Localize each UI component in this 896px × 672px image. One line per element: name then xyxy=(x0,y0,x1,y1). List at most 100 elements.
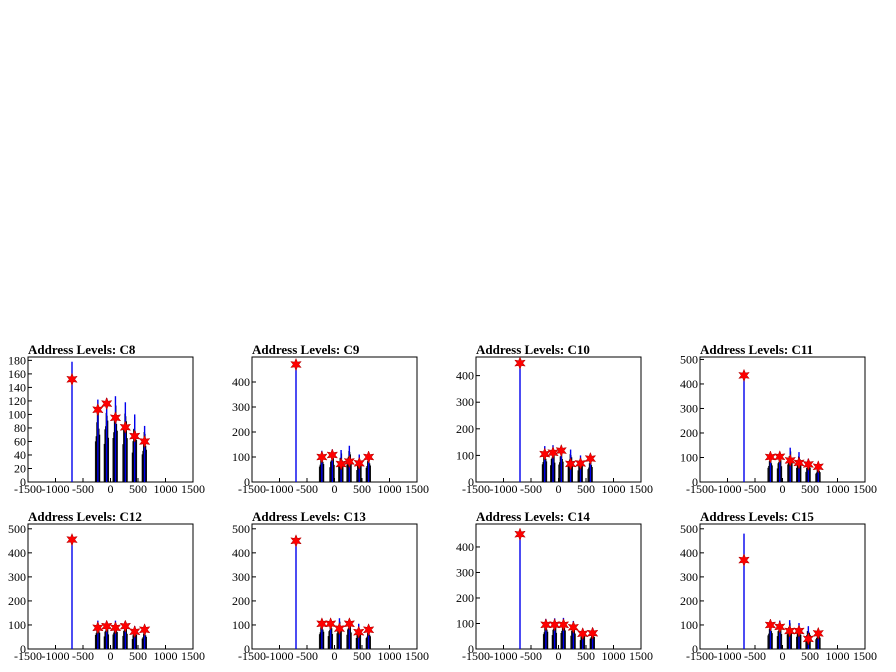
x-tick-label: -1500 xyxy=(238,482,266,496)
plot-frame xyxy=(475,356,642,483)
y-tick-label: 500 xyxy=(232,522,250,536)
histogram-panel-7: Address Levels: C14 0 100 200 300 400 -1500 -10… xyxy=(456,509,653,663)
panel-title: Address Levels: C8 xyxy=(28,342,136,357)
peak-marker xyxy=(764,618,777,632)
peak-marker xyxy=(119,619,132,633)
y-tick-label: 100 xyxy=(8,407,26,421)
histogram-panel-2: Address Levels: C9 0 100 200 300 400 -1500 -100… xyxy=(232,342,429,496)
panel-title: Address Levels: C11 xyxy=(700,342,813,357)
y-tick-label: 400 xyxy=(680,546,698,560)
x-tick-label: 1500 xyxy=(181,649,205,663)
peak-marker xyxy=(362,450,375,464)
x-tick-label: 500 xyxy=(353,649,371,663)
panel-title: Address Levels: C15 xyxy=(700,509,814,524)
panel-title: Address Levels: C10 xyxy=(476,342,590,357)
peak-marker xyxy=(514,527,526,541)
x-tick-label: -500 xyxy=(72,482,94,496)
peak-marker xyxy=(109,621,122,635)
peak-marker xyxy=(128,625,141,639)
y-tick-label: 400 xyxy=(232,375,250,389)
x-tick-label: -1000 xyxy=(266,649,294,663)
plot-frame xyxy=(475,523,642,650)
peak-marker xyxy=(66,532,78,547)
peak-marker xyxy=(774,620,786,634)
x-tick-label: 1000 xyxy=(378,649,402,663)
histogram-panel-6: Address Levels: C13 0 100 200 300 400 500 -1500… xyxy=(232,509,429,663)
y-tick-label: 80 xyxy=(14,421,26,435)
y-tick-label: 300 xyxy=(456,565,474,579)
y-tick-label: 100 xyxy=(456,448,474,462)
peak-marker xyxy=(576,627,589,641)
x-tick-label: 0 xyxy=(780,482,786,496)
x-tick-label: 500 xyxy=(577,482,595,496)
x-tick-label: -1500 xyxy=(14,482,42,496)
x-tick-label: -1000 xyxy=(266,482,294,496)
plot-frame xyxy=(251,523,418,650)
x-tick-label: 1500 xyxy=(853,649,877,663)
y-tick-label: 0 xyxy=(244,475,250,489)
x-tick-label: 1000 xyxy=(602,482,626,496)
y-tick-label: 0 xyxy=(468,642,474,656)
panel-title: Address Levels: C9 xyxy=(252,342,360,357)
histogram-panel-5: Address Levels: C12 0 100 200 300 400 500 -1500… xyxy=(8,509,205,663)
peak-marker xyxy=(352,625,365,639)
y-tick-label: 100 xyxy=(456,616,474,630)
x-tick-label: 1500 xyxy=(405,649,429,663)
y-tick-label: 300 xyxy=(232,400,250,414)
x-tick-label: -500 xyxy=(520,482,542,496)
peak-marker xyxy=(119,420,132,434)
y-tick-label: 200 xyxy=(8,594,26,608)
x-tick-label: -1000 xyxy=(42,649,70,663)
panel-title: Address Levels: C14 xyxy=(476,509,590,524)
x-tick-label: 1500 xyxy=(853,482,877,496)
y-tick-label: 400 xyxy=(680,377,698,391)
x-tick-label: 0 xyxy=(332,482,338,496)
y-tick-label: 60 xyxy=(14,434,26,448)
y-tick-label: 300 xyxy=(232,570,250,584)
y-tick-label: 500 xyxy=(8,522,26,536)
x-tick-label: -1000 xyxy=(490,482,518,496)
peak-marker xyxy=(353,456,365,471)
peak-marker xyxy=(66,372,78,386)
y-tick-label: 200 xyxy=(680,426,698,440)
x-tick-label: -1000 xyxy=(490,649,518,663)
y-tick-label: 400 xyxy=(8,546,26,560)
peak-marker xyxy=(92,403,104,417)
x-tick-label: 1000 xyxy=(826,482,850,496)
y-tick-label: 200 xyxy=(232,594,250,608)
x-tick-label: -1000 xyxy=(714,482,742,496)
panel-title: Address Levels: C12 xyxy=(28,509,142,524)
x-tick-label: -500 xyxy=(520,649,542,663)
x-tick-label: 0 xyxy=(332,649,338,663)
plot-frame xyxy=(699,523,866,650)
peak-marker xyxy=(109,411,122,425)
y-tick-label: 120 xyxy=(8,394,26,408)
peak-marker xyxy=(343,454,356,469)
x-tick-label: 500 xyxy=(129,482,147,496)
y-tick-label: 0 xyxy=(692,642,698,656)
peak-marker xyxy=(812,460,824,474)
y-tick-label: 160 xyxy=(8,367,26,381)
x-tick-label: -1500 xyxy=(686,482,714,496)
x-tick-label: -500 xyxy=(72,649,94,663)
peak-marker xyxy=(802,457,815,472)
y-tick-label: 0 xyxy=(244,642,250,656)
x-tick-label: 1500 xyxy=(405,482,429,496)
y-tick-label: 300 xyxy=(680,401,698,415)
peak-marker xyxy=(290,534,302,548)
y-tick-label: 400 xyxy=(456,369,474,383)
peak-marker xyxy=(784,453,796,468)
x-tick-label: 0 xyxy=(108,482,114,496)
peak-marker xyxy=(138,434,151,449)
peak-marker xyxy=(290,357,302,372)
x-tick-label: -1500 xyxy=(462,482,490,496)
x-tick-label: -1500 xyxy=(686,649,714,663)
peak-marker xyxy=(764,450,777,464)
peak-marker xyxy=(567,620,580,634)
peak-marker xyxy=(92,621,104,635)
y-tick-label: 300 xyxy=(8,570,26,584)
peak-marker xyxy=(738,553,750,567)
y-tick-label: 100 xyxy=(680,450,698,464)
y-tick-label: 500 xyxy=(680,352,698,366)
histogram-panel-4: Address Levels: C11 0 100 200 300 400 500 -1500… xyxy=(680,342,877,496)
